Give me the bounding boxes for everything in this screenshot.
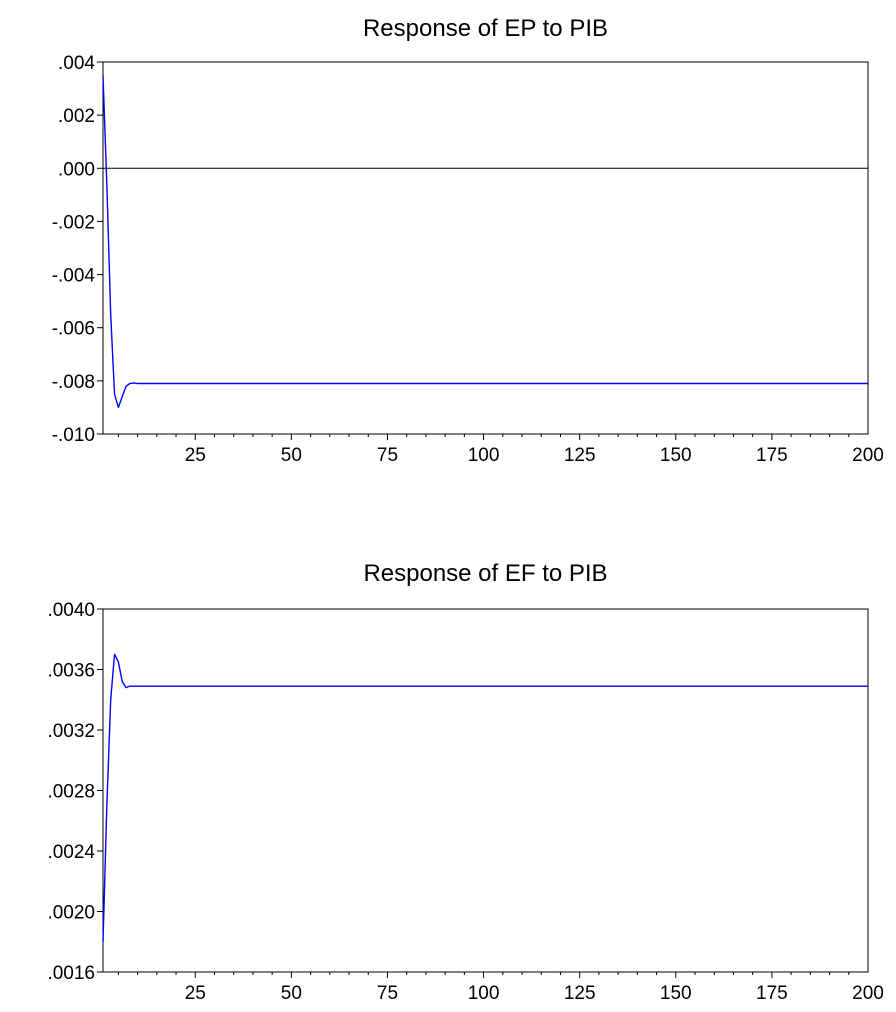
x-tick-label: 100 [468, 445, 500, 466]
series-line [102, 653, 868, 942]
y-tick-label: .0016 [47, 963, 95, 984]
x-tick-label: 200 [852, 445, 884, 466]
y-tick-label: -.010 [52, 425, 95, 446]
x-tick-label: 100 [468, 983, 500, 1000]
chart-title: Response of EP to PIB [363, 15, 608, 42]
y-tick-label: .0036 [47, 661, 95, 682]
x-tick-label: 150 [660, 445, 692, 466]
chart-response-ep: Response of EP to PIB .004 .002 .000 -.002 -.… [52, 15, 884, 466]
y-tick-label: .0020 [47, 903, 95, 924]
x-tick-label: 175 [756, 445, 788, 466]
y-tick-label: .0028 [47, 782, 95, 803]
y-tick-label: -.004 [52, 266, 96, 287]
x-tick-label: 75 [377, 445, 398, 466]
chart-title: Response of EF to PIB [363, 560, 607, 587]
x-tick-label: 125 [564, 445, 596, 466]
x-tick-label: 125 [564, 983, 596, 1000]
x-tick-label: 50 [281, 445, 302, 466]
plot-frame [102, 608, 869, 973]
y-tick-label: .004 [58, 53, 95, 74]
y-tick-label: .0024 [47, 842, 95, 863]
x-tick-label: 175 [756, 983, 788, 1000]
x-tick-label: 25 [185, 445, 206, 466]
x-tick-label: 150 [660, 983, 692, 1000]
x-tick-label: 25 [185, 983, 206, 1000]
y-tick-label: .0040 [47, 600, 95, 621]
y-tick-label: .000 [58, 159, 95, 180]
x-tick-label: 200 [852, 983, 884, 1000]
y-tick-label: -.006 [52, 319, 95, 340]
y-tick-label: .0032 [47, 721, 95, 742]
y-tick-label: -.008 [52, 372, 95, 393]
x-tick-label: 50 [281, 983, 302, 1000]
series-line [102, 75, 868, 409]
plot-frame [102, 61, 869, 435]
chart-response-ef: Response of EF to PIB .0040 .0036 .0032 .002… [47, 560, 884, 1000]
y-tick-label: .002 [58, 106, 95, 127]
x-tick-label: 75 [377, 983, 398, 1000]
y-tick-label: -.002 [52, 212, 95, 233]
